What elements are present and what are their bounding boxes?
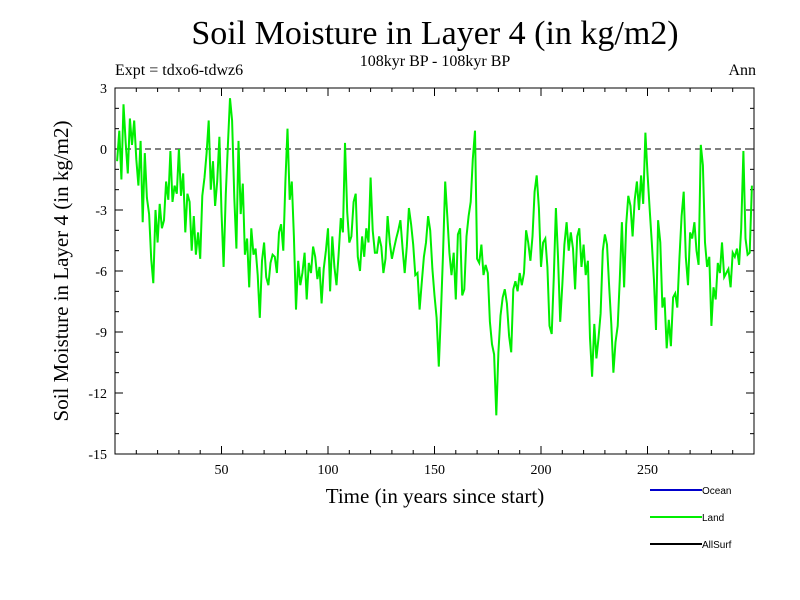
season-label: Ann <box>728 62 756 79</box>
y-tick-label: -3 <box>95 204 107 219</box>
legend-label-allsurf: AllSurf <box>702 540 732 551</box>
x-tick-label: 50 <box>215 463 229 478</box>
legend: Ocean Land AllSurf <box>650 486 732 551</box>
series-line-land <box>116 98 753 416</box>
chart-subtitle: 108kyr BP - 108kyr BP <box>359 53 511 70</box>
y-axis-title: Soil Moisture in Layer 4 (in kg/m2) <box>49 121 73 422</box>
y-tick-label: -6 <box>95 265 107 280</box>
x-tick-label: 150 <box>424 463 445 478</box>
experiment-label: Expt = tdxo6-tdwz6 <box>115 62 244 79</box>
y-tick-label: -9 <box>95 326 107 341</box>
axis-ticks: 3 0 -3 -6 -9 -12 -15 50 100 150 200 250 <box>88 82 754 478</box>
legend-label-land: Land <box>702 513 724 524</box>
y-tick-label: -15 <box>88 448 107 463</box>
y-tick-label: 0 <box>100 143 107 158</box>
legend-label-ocean: Ocean <box>702 486 731 497</box>
x-tick-label: 250 <box>637 463 658 478</box>
x-axis-title: Time (in years since start) <box>326 484 545 508</box>
chart-title: Soil Moisture in Layer 4 (in kg/m2) <box>191 15 679 52</box>
x-tick-label: 200 <box>531 463 552 478</box>
y-tick-label: -12 <box>88 387 107 402</box>
y-tick-label: 3 <box>100 82 107 97</box>
x-tick-label: 100 <box>318 463 339 478</box>
plot-frame <box>114 87 755 455</box>
